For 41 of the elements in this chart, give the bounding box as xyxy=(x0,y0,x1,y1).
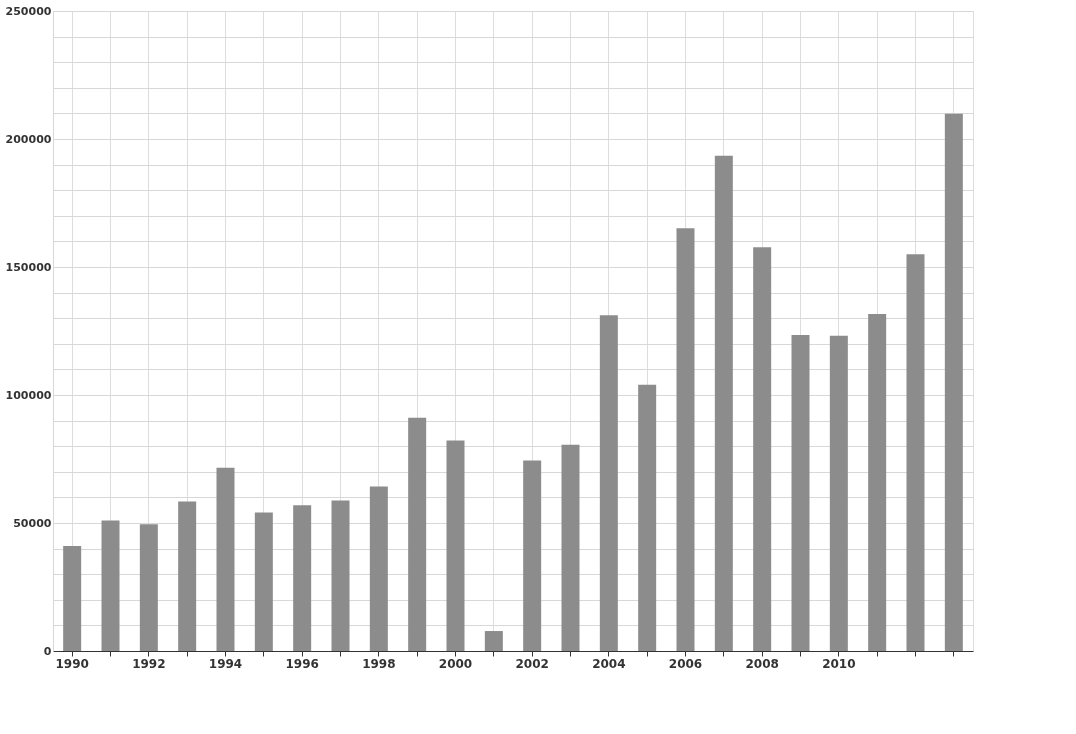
x-tick-label: 1998 xyxy=(362,656,396,671)
bar xyxy=(753,247,772,651)
x-tick-label: 1994 xyxy=(208,656,243,671)
bar xyxy=(638,384,657,651)
x-tick-label: 1990 xyxy=(55,656,89,671)
y-tick-label: 0 xyxy=(43,644,52,658)
bar xyxy=(868,314,887,651)
x-tick-label: 1996 xyxy=(285,656,319,671)
bar xyxy=(523,460,542,651)
bar xyxy=(178,501,197,651)
y-tick-label: 200000 xyxy=(5,132,52,146)
bar xyxy=(293,505,312,651)
y-tick-label: 100000 xyxy=(5,388,52,402)
bar xyxy=(714,155,733,651)
bar xyxy=(369,486,388,651)
bar xyxy=(216,467,235,651)
x-tick-label: 2004 xyxy=(592,656,626,671)
bar xyxy=(484,631,503,651)
bar xyxy=(139,524,158,651)
bar xyxy=(791,335,810,651)
x-tick-label: 2000 xyxy=(438,656,473,671)
bar xyxy=(829,335,848,651)
x-tick-label: 2010 xyxy=(822,656,856,671)
x-tick-label: 2002 xyxy=(515,656,549,671)
x-tick-label: 2006 xyxy=(668,656,703,671)
y-tick-label: 150000 xyxy=(5,260,52,274)
bar xyxy=(944,113,963,651)
bar xyxy=(906,254,925,651)
bar xyxy=(101,520,120,651)
bar xyxy=(676,228,695,651)
bar xyxy=(599,315,618,651)
x-tick-label: 2008 xyxy=(745,656,779,671)
bar xyxy=(331,500,350,651)
bar xyxy=(446,440,465,651)
y-tick-label: 50000 xyxy=(13,516,52,530)
x-tick-label: 1992 xyxy=(132,656,166,671)
bar xyxy=(254,512,273,651)
y-tick-label: 250000 xyxy=(5,4,52,18)
bar xyxy=(561,444,580,651)
bar xyxy=(63,546,82,651)
bar xyxy=(408,417,427,651)
